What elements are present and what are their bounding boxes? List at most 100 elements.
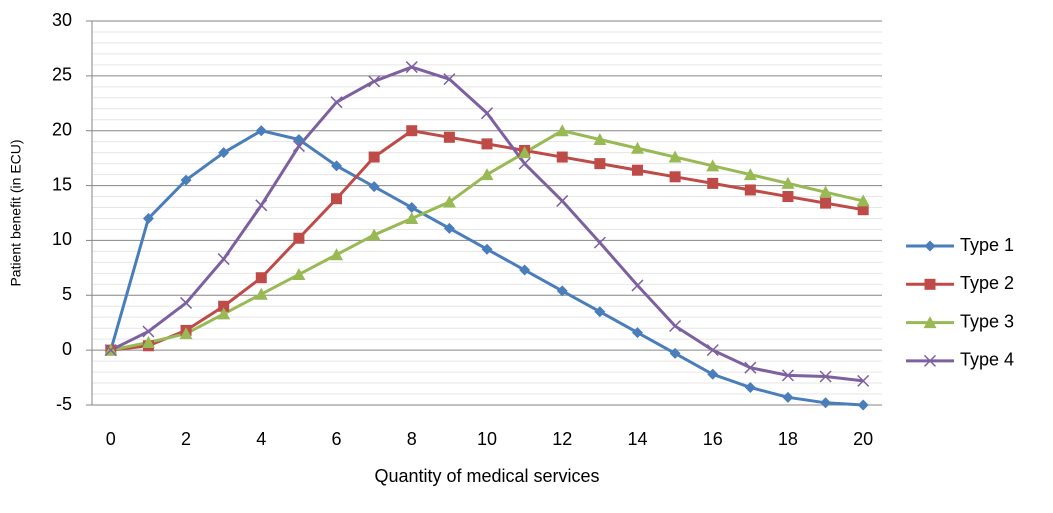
y-tick-label: 15	[52, 174, 72, 194]
marker	[180, 174, 192, 186]
marker	[406, 125, 418, 137]
marker	[406, 202, 418, 214]
marker	[480, 168, 494, 181]
marker	[217, 307, 231, 320]
marker	[706, 344, 719, 357]
y-tick-label: 10	[52, 229, 72, 249]
legend-label: Type 2	[960, 273, 1014, 293]
legend-label: Type 3	[960, 311, 1014, 331]
x-tick-label: 12	[552, 429, 572, 449]
marker	[707, 177, 719, 189]
marker	[293, 133, 305, 145]
marker	[255, 272, 267, 284]
marker	[218, 147, 230, 159]
marker	[706, 159, 720, 172]
marker	[819, 185, 833, 198]
marker	[924, 240, 936, 252]
marker	[556, 194, 569, 207]
marker	[443, 222, 455, 234]
marker	[518, 146, 532, 159]
marker	[923, 354, 937, 367]
marker	[819, 370, 832, 383]
marker	[594, 306, 606, 318]
marker	[593, 132, 607, 145]
marker	[330, 96, 343, 109]
marker	[743, 168, 757, 181]
marker	[330, 248, 344, 261]
marker	[368, 151, 380, 163]
marker	[368, 75, 381, 88]
marker	[630, 141, 644, 154]
marker	[255, 199, 268, 212]
marker	[442, 195, 456, 208]
marker	[857, 374, 870, 387]
marker	[820, 197, 832, 209]
marker	[104, 344, 117, 357]
y-tick-label: -5	[56, 394, 72, 414]
marker	[179, 327, 193, 340]
marker	[707, 368, 719, 380]
x-tick-label: 8	[407, 429, 417, 449]
x-tick-label: 2	[181, 429, 191, 449]
marker	[631, 164, 643, 176]
marker	[254, 287, 268, 300]
marker	[924, 278, 936, 290]
marker	[443, 73, 456, 86]
y-tick-label: 0	[62, 339, 72, 359]
y-axis-label: Patient benefit (in ECU)	[8, 139, 24, 286]
y-tick-label: 25	[52, 65, 72, 85]
marker	[781, 369, 794, 382]
marker	[820, 397, 832, 409]
marker	[857, 399, 869, 411]
marker	[556, 151, 568, 163]
marker	[180, 296, 193, 309]
marker	[594, 158, 606, 170]
marker	[631, 327, 643, 339]
marker	[782, 191, 794, 203]
marker	[405, 211, 419, 224]
x-tick-label: 10	[477, 429, 497, 449]
marker	[331, 193, 343, 205]
x-tick-label: 16	[703, 429, 723, 449]
x-tick-label: 18	[778, 429, 798, 449]
marker	[293, 232, 305, 244]
legend-label: Type 1	[960, 235, 1014, 255]
marker	[593, 236, 606, 249]
marker	[744, 381, 756, 393]
marker	[744, 184, 756, 196]
marker	[481, 243, 493, 255]
marker	[923, 316, 937, 329]
marker	[331, 160, 343, 172]
marker	[481, 138, 493, 150]
marker	[142, 212, 154, 224]
marker	[555, 124, 569, 137]
marker	[631, 279, 644, 292]
marker	[255, 125, 267, 137]
marker	[480, 107, 494, 120]
marker	[668, 150, 682, 163]
marker	[781, 176, 795, 189]
y-tick-label: 5	[62, 284, 72, 304]
marker	[669, 171, 681, 183]
x-tick-label: 20	[853, 429, 873, 449]
marker	[519, 264, 531, 276]
marker	[518, 157, 531, 170]
marker	[141, 335, 155, 348]
marker	[367, 228, 381, 241]
marker	[556, 285, 568, 297]
x-axis-label: Quantity of medical services	[374, 466, 599, 486]
marker	[857, 204, 869, 216]
x-tick-label: 14	[627, 429, 647, 449]
marker	[782, 391, 794, 403]
marker	[292, 140, 305, 153]
x-tick-label: 6	[332, 429, 342, 449]
marker	[217, 253, 230, 266]
legend-label: Type 4	[960, 350, 1014, 370]
marker	[744, 361, 757, 374]
marker	[669, 347, 681, 359]
marker	[292, 267, 306, 280]
y-tick-label: 20	[52, 119, 72, 139]
marker	[443, 131, 455, 143]
marker	[405, 61, 418, 74]
